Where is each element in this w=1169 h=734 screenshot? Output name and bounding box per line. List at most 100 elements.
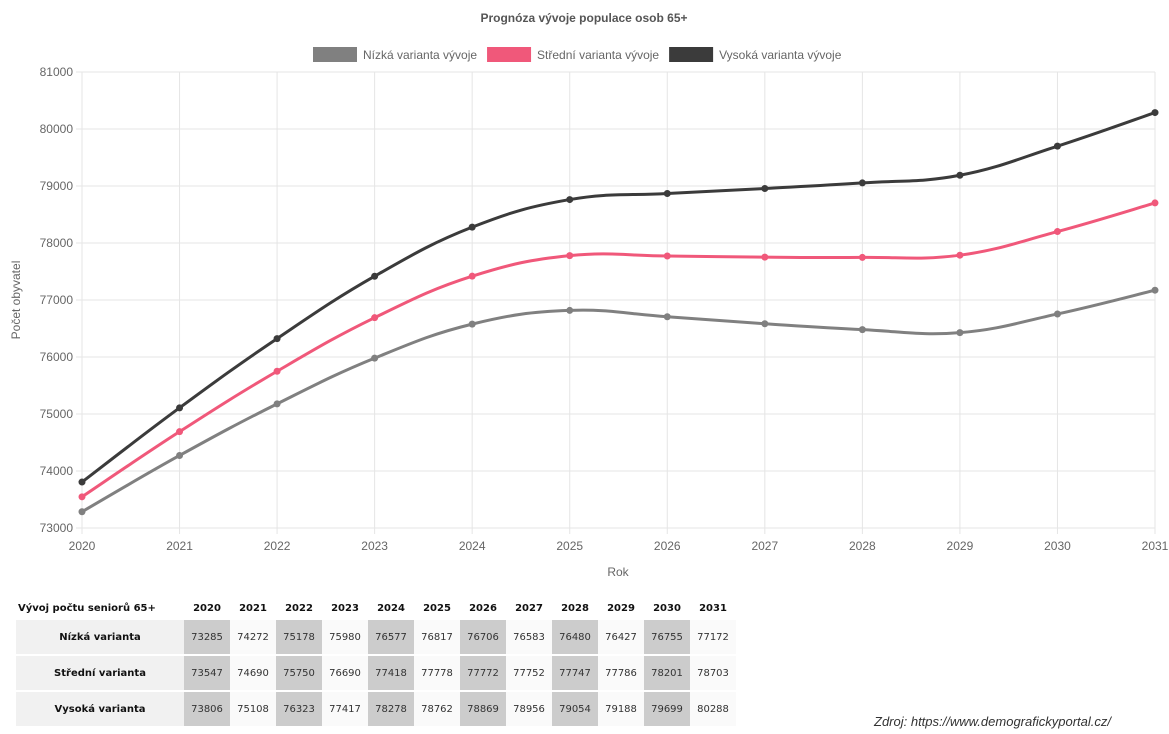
table-cell: 76706 bbox=[460, 620, 506, 656]
series-2 bbox=[78, 109, 1159, 486]
table-cell: 78703 bbox=[690, 656, 736, 692]
table-cell: 76480 bbox=[552, 620, 598, 656]
legend-label: Vysoká varianta vývoje bbox=[719, 48, 842, 62]
table-cell: 76583 bbox=[506, 620, 552, 656]
table-cell: 78869 bbox=[460, 692, 506, 728]
table-cell: 75980 bbox=[322, 620, 368, 656]
table-cell: 75750 bbox=[276, 656, 322, 692]
table-year-header: 2028 bbox=[561, 602, 589, 614]
table-cell: 79699 bbox=[644, 692, 690, 728]
table-row: Vysoká varianta 73806 75108 76323 77417 78278… bbox=[16, 692, 736, 728]
table-cell: 77417 bbox=[322, 692, 368, 728]
x-tick-label: 2029 bbox=[947, 539, 974, 553]
table-cell: 76690 bbox=[322, 656, 368, 692]
data-point bbox=[176, 428, 184, 436]
table-cell: 75178 bbox=[276, 620, 322, 656]
table-title: Vývoj počtu seniorů 65+ bbox=[18, 602, 156, 614]
series-line bbox=[81, 201, 1156, 499]
table-cell: 76755 bbox=[644, 620, 690, 656]
data-point bbox=[663, 313, 671, 321]
legend-label: Nízká varianta vývoje bbox=[363, 48, 477, 62]
data-point bbox=[566, 196, 574, 204]
table-cell: 78762 bbox=[414, 692, 460, 728]
data-point bbox=[273, 335, 281, 343]
data-point bbox=[956, 171, 964, 179]
line-chart: Prognóza vývoje populace osob 65+ Nízká … bbox=[9, 11, 1169, 579]
data-point bbox=[78, 493, 86, 501]
series-1 bbox=[78, 199, 1159, 501]
data-point bbox=[78, 508, 86, 516]
x-tick-label: 2027 bbox=[751, 539, 778, 553]
x-axis-title: Rok bbox=[607, 565, 629, 579]
table-row-label: Nízká varianta bbox=[16, 620, 184, 656]
table-cell: 77747 bbox=[552, 656, 598, 692]
table-row: Nízká varianta 73285 74272 75178 75980 76577 7… bbox=[16, 620, 736, 656]
table-cell: 73285 bbox=[184, 620, 230, 656]
table-cell: 77772 bbox=[460, 656, 506, 692]
data-point bbox=[273, 367, 281, 375]
table-year-header: 2025 bbox=[423, 602, 451, 614]
table-cell: 78201 bbox=[644, 656, 690, 692]
table-cell: 76323 bbox=[276, 692, 322, 728]
table-cell: 78956 bbox=[506, 692, 552, 728]
data-point bbox=[956, 329, 964, 337]
data-point bbox=[273, 400, 281, 408]
series-line bbox=[81, 288, 1156, 514]
y-tick-label: 78000 bbox=[40, 236, 74, 250]
data-point bbox=[1151, 286, 1159, 294]
data-point bbox=[858, 179, 866, 187]
y-tick-label: 76000 bbox=[40, 350, 74, 364]
table-cell: 77418 bbox=[368, 656, 414, 692]
table-year-header: 2022 bbox=[285, 602, 313, 614]
data-point bbox=[371, 272, 379, 280]
x-tick-label: 2023 bbox=[361, 539, 388, 553]
data-point bbox=[78, 478, 86, 486]
data-point bbox=[1053, 142, 1061, 150]
data-point bbox=[858, 253, 866, 261]
data-point bbox=[858, 326, 866, 334]
table-year-header: 2031 bbox=[699, 602, 727, 614]
y-axis-title: Počet obyvatel bbox=[9, 261, 23, 340]
table-cell: 77786 bbox=[598, 656, 644, 692]
table-cell: 77172 bbox=[690, 620, 736, 656]
legend-label: Střední varianta vývoje bbox=[537, 48, 659, 62]
y-tick-label: 79000 bbox=[40, 179, 74, 193]
y-tick-label: 77000 bbox=[40, 293, 74, 307]
table-cell: 73547 bbox=[184, 656, 230, 692]
table-year-header: 2023 bbox=[331, 602, 359, 614]
data-point bbox=[468, 320, 476, 328]
table-cell: 76577 bbox=[368, 620, 414, 656]
table-cell: 79054 bbox=[552, 692, 598, 728]
y-tick-label: 73000 bbox=[40, 521, 74, 535]
table-cell: 77752 bbox=[506, 656, 552, 692]
table-header-row: Vývoj počtu seniorů 65+ 2020 2021 2022 2023… bbox=[16, 596, 736, 620]
data-point bbox=[566, 306, 574, 314]
table-row: Střední varianta 73547 74690 75750 76690 7741… bbox=[16, 656, 736, 692]
legend-swatch bbox=[487, 47, 532, 62]
y-tick-label: 74000 bbox=[40, 464, 74, 478]
x-tick-label: 2028 bbox=[849, 539, 876, 553]
data-point bbox=[761, 320, 769, 328]
data-point bbox=[371, 314, 379, 322]
table-cell: 79188 bbox=[598, 692, 644, 728]
legend-swatch bbox=[669, 47, 714, 62]
chart-title: Prognóza vývoje populace osob 65+ bbox=[480, 11, 687, 25]
table-cell: 77778 bbox=[414, 656, 460, 692]
data-point bbox=[761, 185, 769, 193]
x-tick-label: 2020 bbox=[69, 539, 96, 553]
table-cell: 80288 bbox=[690, 692, 736, 728]
data-point bbox=[468, 223, 476, 231]
data-point bbox=[176, 404, 184, 412]
x-tick-label: 2021 bbox=[166, 539, 193, 553]
x-tick-label: 2022 bbox=[264, 539, 291, 553]
legend-swatch bbox=[313, 47, 357, 62]
data-point bbox=[1151, 109, 1159, 117]
table-cell: 76817 bbox=[414, 620, 460, 656]
table-cell: 76427 bbox=[598, 620, 644, 656]
data-point bbox=[663, 252, 671, 260]
data-point bbox=[1151, 199, 1159, 207]
y-tick-label: 81000 bbox=[40, 65, 74, 79]
series-group bbox=[78, 109, 1159, 516]
x-axis-ticks: 2020 2021 2022 2023 2024 2025 2026 2027 2028 2029… bbox=[69, 539, 1169, 553]
data-point bbox=[468, 272, 476, 280]
